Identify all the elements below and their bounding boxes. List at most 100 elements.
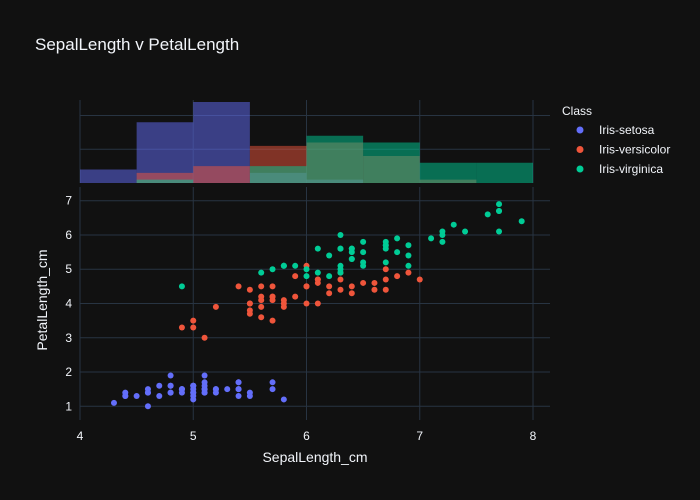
chart-title: SepalLength v PetalLength — [35, 35, 239, 54]
x-tick-label: 4 — [77, 429, 84, 443]
scatter-point — [178, 324, 185, 331]
scatter-point — [292, 273, 299, 280]
legend-marker — [576, 165, 584, 173]
scatter-point — [280, 262, 287, 269]
scatter-point — [269, 266, 276, 273]
histogram-bar — [249, 166, 307, 183]
scatter-point — [439, 238, 446, 245]
scatter-point — [326, 283, 333, 290]
legend: Class Iris-setosa Iris-versicolor Iris-vir… — [562, 104, 670, 176]
scatter-point — [269, 283, 276, 290]
scatter-point — [292, 262, 299, 269]
scatter-point — [348, 290, 355, 297]
scatter-point — [258, 293, 265, 300]
histogram-bar — [193, 166, 250, 183]
scatter-point — [144, 403, 151, 410]
scatter-point — [201, 334, 208, 341]
y-tick-label: 6 — [65, 228, 72, 242]
scatter-point — [360, 279, 367, 286]
scatter-point — [201, 372, 208, 379]
scatter-point — [394, 273, 401, 280]
scatter-point — [235, 283, 242, 290]
scatter-point — [246, 393, 253, 400]
scatter-point — [190, 324, 197, 331]
scatter-point — [224, 386, 231, 393]
scatter-point — [314, 300, 321, 307]
legend-label: Iris-versicolor — [599, 143, 670, 157]
scatter-point — [394, 249, 401, 256]
scatter-point — [405, 269, 412, 276]
legend-label: Iris-virginica — [599, 162, 663, 176]
scatter-point — [348, 249, 355, 256]
scatter-point — [314, 245, 321, 252]
scatter-point — [360, 249, 367, 256]
scatter-point — [382, 276, 389, 283]
legend-title: Class — [562, 104, 592, 118]
scatter-point — [462, 228, 469, 235]
x-tick-label: 5 — [190, 429, 197, 443]
scatter-point — [382, 286, 389, 293]
scatter-point — [382, 242, 389, 249]
scatter-point — [484, 211, 491, 218]
scatter-point — [235, 379, 242, 386]
scatter-point — [246, 286, 253, 293]
scatter-point — [133, 393, 140, 400]
scatter-point — [496, 201, 503, 208]
scatter-point — [212, 386, 219, 393]
scatter-point — [246, 300, 253, 307]
histogram-bar — [136, 179, 194, 183]
marginal-histogram — [80, 102, 534, 183]
x-axis-title: SepalLength_cm — [262, 449, 367, 465]
y-tick-label: 4 — [65, 297, 72, 311]
scatter-point — [190, 389, 197, 396]
scatter-point — [405, 242, 412, 249]
scatter-point — [280, 396, 287, 403]
scatter-point — [303, 283, 310, 290]
scatter-point — [258, 283, 265, 290]
legend-label: Iris-setosa — [599, 123, 655, 137]
scatter-point — [326, 290, 333, 297]
scatter-point — [450, 221, 457, 228]
scatter-point — [156, 393, 163, 400]
scatter-point — [292, 293, 299, 300]
scatter-point — [178, 386, 185, 393]
scatter-point — [337, 276, 344, 283]
scatter-point — [258, 269, 265, 276]
scatter-point — [144, 389, 151, 396]
scatter-point — [110, 399, 117, 406]
scatter-point — [518, 218, 525, 225]
histogram-bar — [306, 135, 364, 183]
scatter-point — [348, 283, 355, 290]
scatter-point — [326, 252, 333, 259]
scatter-point — [496, 228, 503, 235]
scatter-point — [382, 259, 389, 266]
scatter-point — [258, 303, 265, 310]
scatter-point — [190, 382, 197, 389]
scatter-point — [156, 382, 163, 389]
scatter-point — [405, 252, 412, 259]
scatter-point — [337, 266, 344, 273]
histogram-bar — [419, 162, 477, 183]
scatter-point — [314, 269, 321, 276]
scatter-point — [246, 310, 253, 317]
x-tick-label: 7 — [416, 429, 423, 443]
scatter-point — [167, 389, 174, 396]
x-tick-label: 6 — [303, 429, 310, 443]
scatter-point — [122, 393, 129, 400]
scatter-point — [235, 386, 242, 393]
legend-marker — [576, 146, 584, 153]
scatter-points — [110, 201, 525, 410]
y-axis-ticks: 1 2 3 4 5 6 7 — [65, 194, 72, 414]
scatter-point — [258, 314, 265, 321]
scatter-point — [167, 372, 174, 379]
histogram-bar — [136, 172, 194, 183]
scatter-point — [337, 231, 344, 238]
scatter-point — [269, 386, 276, 393]
scatter-point — [201, 382, 208, 389]
scatter-point — [303, 266, 310, 273]
histogram-bar — [476, 162, 534, 183]
scatter-point — [269, 297, 276, 304]
scatter-point — [212, 303, 219, 310]
scatter-point — [371, 286, 378, 293]
